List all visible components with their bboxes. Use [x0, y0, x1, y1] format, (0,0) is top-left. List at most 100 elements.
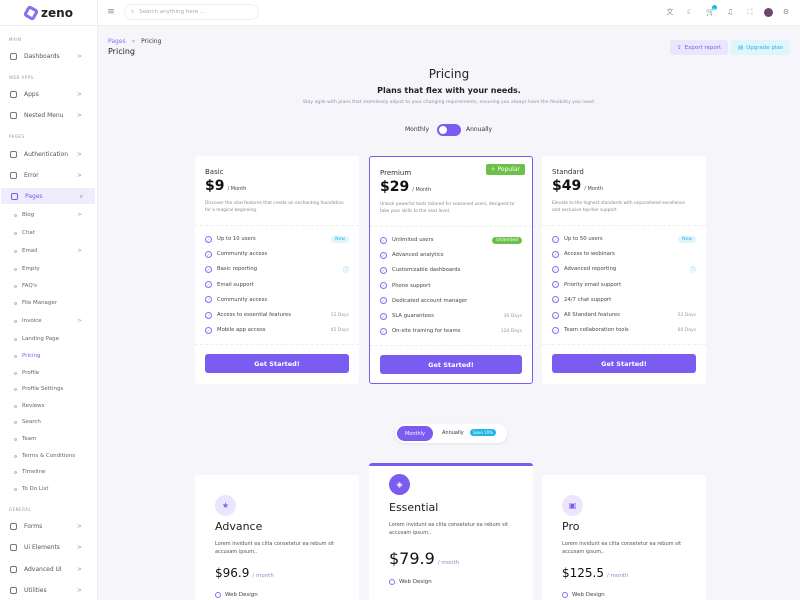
sidebar-subitem[interactable]: To Do List — [14, 486, 94, 492]
sidebar-item-authentication[interactable]: Authentication > — [0, 146, 94, 162]
sidebar-subitem[interactable]: Email > — [14, 248, 94, 254]
upgrade-plan-button[interactable]: ▤ Upgrade plan — [731, 40, 791, 55]
search-input[interactable]: ⌕ Search anything here ... — [124, 4, 259, 20]
sidebar-item-advanced-ui[interactable]: Advanced UI > — [0, 561, 94, 577]
sidebar-subitem[interactable]: FAQ's — [14, 283, 94, 289]
get-started-button[interactable]: Get Started! — [380, 355, 522, 374]
bullet-icon — [14, 231, 17, 235]
sidebar-subitem[interactable]: Search — [14, 419, 94, 425]
sidebar-item-ui-elements[interactable]: Ui Elements > — [0, 539, 94, 555]
export-report-button[interactable]: ⇪ Export report — [670, 40, 729, 55]
sidebar-subitem[interactable]: Blog > — [14, 212, 94, 218]
sidebar-subitem[interactable]: Reviews — [14, 403, 94, 409]
plan-price: $9/ Month — [205, 178, 246, 194]
feature-label: Web Design — [572, 592, 605, 598]
gear-icon[interactable]: ⚙ — [782, 8, 790, 16]
plan-description: Lorem invidunt ea clita consetetur ea re… — [215, 541, 335, 555]
sidebar-subitem[interactable]: Pricing — [14, 353, 94, 359]
sidebar-subitem[interactable]: Team — [14, 436, 94, 442]
feature-label: Web Design — [399, 579, 432, 585]
fullscreen-icon[interactable]: ⛶ — [747, 8, 753, 16]
warning-icon — [10, 171, 17, 179]
chevron-icon: > — [77, 318, 82, 324]
feature-item: Web Design — [215, 592, 258, 598]
notification-icon[interactable]: ♫ — [726, 8, 734, 16]
sidebar-subitem[interactable]: Chat — [14, 230, 94, 236]
feature-label: Dedicated account manager — [392, 297, 468, 304]
sidebar-subitem[interactable]: Timeline — [14, 469, 94, 475]
divider — [195, 225, 359, 226]
feature-tag: 30 Days — [503, 313, 522, 319]
sidebar-item-dashboards[interactable]: Dashboards > — [0, 48, 94, 64]
feature-label: Up to 10 users — [217, 236, 256, 242]
sidebar-subitem-label: File Manager — [22, 300, 58, 306]
check-circle-icon: ✓ — [552, 296, 559, 304]
billing-toggle[interactable] — [437, 124, 461, 136]
get-started-button[interactable]: Get Started! — [552, 354, 696, 373]
sidebar-subitem[interactable]: File Manager — [14, 300, 94, 306]
sidebar-item-label: Advanced UI — [24, 565, 62, 573]
moon-icon[interactable]: ☾ — [686, 8, 694, 16]
sidebar-item-apps[interactable]: Apps > — [0, 86, 94, 102]
plan-name: Premium — [380, 169, 412, 177]
plan-price: $79.9/ month — [389, 549, 459, 568]
sidebar-item-label: Dashboards — [24, 52, 60, 60]
tab-annually[interactable]: Annually — [442, 430, 464, 436]
price-amount: $9 — [205, 178, 225, 194]
bullet-icon — [14, 387, 17, 391]
sidebar-subitem[interactable]: Invoice > — [14, 318, 94, 324]
sidebar-subitem[interactable]: Landing Page — [14, 336, 94, 342]
breadcrumb-pages[interactable]: Pages — [108, 38, 126, 45]
divider — [370, 226, 532, 227]
check-circle-icon: ✓ — [552, 265, 559, 273]
sidebar-item-nested-menu[interactable]: Nested Menu > — [0, 107, 94, 123]
check-circle-icon: ✓ — [380, 251, 387, 259]
price-period: / Month — [584, 186, 604, 192]
bullet-icon — [14, 284, 17, 288]
tab-monthly[interactable]: Monthly — [397, 426, 433, 441]
chevron-icon: > — [76, 171, 82, 179]
feature-item: ✓ Priority email support — [552, 280, 696, 290]
sidebar-subitem[interactable]: Profile — [14, 370, 94, 376]
popular-label: Popular — [497, 166, 521, 173]
translate-icon[interactable]: 文 — [666, 8, 674, 16]
feature-label: Basic reporting — [217, 266, 258, 273]
sidebar-subitem-label: FAQ's — [22, 283, 38, 289]
price-period: / month — [607, 573, 629, 579]
sidebar-subitem-label: Terms & Conditions — [22, 453, 76, 459]
feature-tag: 12 Days — [330, 312, 349, 318]
avatar[interactable] — [764, 8, 773, 17]
feature-label: Advanced reporting — [564, 266, 617, 273]
sidebar-item-label: Authentication — [24, 150, 69, 158]
sidebar-subitem[interactable]: Empty — [14, 266, 94, 272]
price-amount: $49 — [552, 178, 582, 194]
plan-description: Lorem invidunt ea clita consetetur ea re… — [389, 522, 509, 536]
divider — [542, 344, 706, 345]
bullet-icon — [14, 487, 17, 491]
sidebar: zeno MAIN WEB APPS PAGES GENERAL Dashboards >… — [0, 0, 98, 600]
chevron-icon: > — [76, 565, 82, 573]
sidebar-subitem[interactable]: Terms & Conditions — [14, 453, 94, 459]
get-started-button[interactable]: Get Started! — [205, 354, 349, 373]
bullet-icon — [14, 319, 17, 323]
logo[interactable]: zeno — [0, 0, 98, 26]
sidebar-subitem-label: Reviews — [22, 403, 45, 409]
cart-icon[interactable]: 🛒 5 — [706, 5, 717, 16]
sidebar-item-forms[interactable]: Forms > — [0, 518, 94, 534]
sidebar-item-pages[interactable]: Pages v — [1, 188, 95, 204]
sidebar-subitem-label: Profile Settings — [22, 386, 64, 392]
sidebar-item-utilities[interactable]: Utilities > — [0, 582, 94, 598]
feature-item: ✓ Phone support — [380, 281, 522, 291]
upgrade-label: Upgrade plan — [746, 44, 784, 51]
sidebar-item-error[interactable]: Error > — [0, 167, 94, 183]
sidebar-subitem[interactable]: Profile Settings — [14, 386, 94, 392]
price-amount: $125.5 — [562, 566, 604, 580]
billing-tabs: Monthly Annually Save 10% — [395, 424, 507, 443]
check-circle-icon: ✓ — [380, 266, 387, 274]
menu-toggle-icon[interactable]: ≡ — [107, 7, 115, 17]
feature-item: ✓ Community access — [205, 295, 349, 305]
chevron-icon: > — [76, 150, 82, 158]
plan-name: Pro — [562, 520, 580, 533]
feature-label: Community access — [217, 251, 268, 258]
sidebar-subitem-label: Team — [22, 436, 37, 442]
